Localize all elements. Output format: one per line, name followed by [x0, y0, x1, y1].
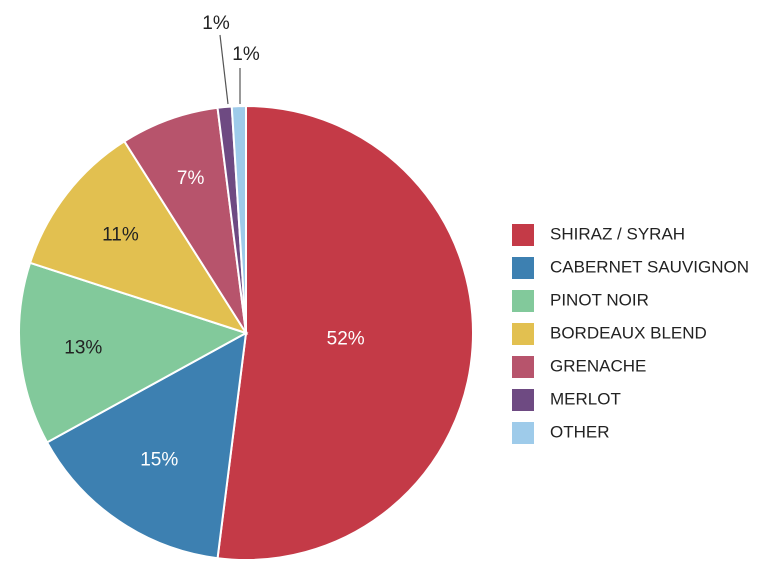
slice-label-bordeaux-blend: 11%: [102, 225, 139, 246]
legend-label-cabernet-sauvignon: CABERNET SAUVIGNON: [550, 257, 749, 276]
slice-labels: 52% 15% 13% 11% 7% 1%1%: [64, 13, 365, 471]
leader-line-merlot: [219, 34, 229, 105]
legend-swatch-merlot: [512, 389, 534, 411]
legend: SHIRAZ / SYRAH CABERNET SAUVIGNON PINOT NO…: [512, 224, 749, 444]
legend-swatch-shiraz-syrah: [512, 224, 534, 246]
legend-label-bordeaux-blend: BORDEAUX BLEND: [550, 323, 707, 342]
legend-label-other: OTHER: [550, 422, 610, 441]
pie-slices: [18, 104, 474, 561]
slice-label-shiraz-syrah: 52%: [327, 328, 365, 349]
legend-swatch-bordeaux-blend: [512, 323, 534, 345]
slice-label-cabernet-sauvignon: 15%: [140, 450, 178, 471]
slice-bordeaux-blend: [28, 139, 249, 335]
legend-swatch-cabernet-sauvignon: [512, 257, 534, 279]
slice-pinot-noir: [18, 261, 249, 444]
legend-label-shiraz-syrah: SHIRAZ / SYRAH: [550, 224, 685, 243]
legend-swatch-pinot-noir: [512, 290, 534, 312]
slice-label-pinot-noir: 13%: [64, 337, 102, 358]
slice-label-grenache: 7%: [177, 168, 205, 189]
slice-cabernet-sauvignon: [45, 331, 248, 560]
slice-label-other: 1%: [232, 44, 260, 65]
slice-other: [230, 104, 247, 334]
slice-shiraz-syrah: [216, 104, 474, 561]
leader-lines: [219, 34, 241, 105]
legend-label-grenache: GRENACHE: [550, 356, 646, 375]
slice-label-merlot: 1%: [202, 13, 230, 34]
legend-label-pinot-noir: PINOT NOIR: [550, 290, 649, 309]
legend-swatch-other: [512, 422, 534, 444]
legend-label-merlot: MERLOT: [550, 389, 621, 408]
legend-swatch-grenache: [512, 356, 534, 378]
